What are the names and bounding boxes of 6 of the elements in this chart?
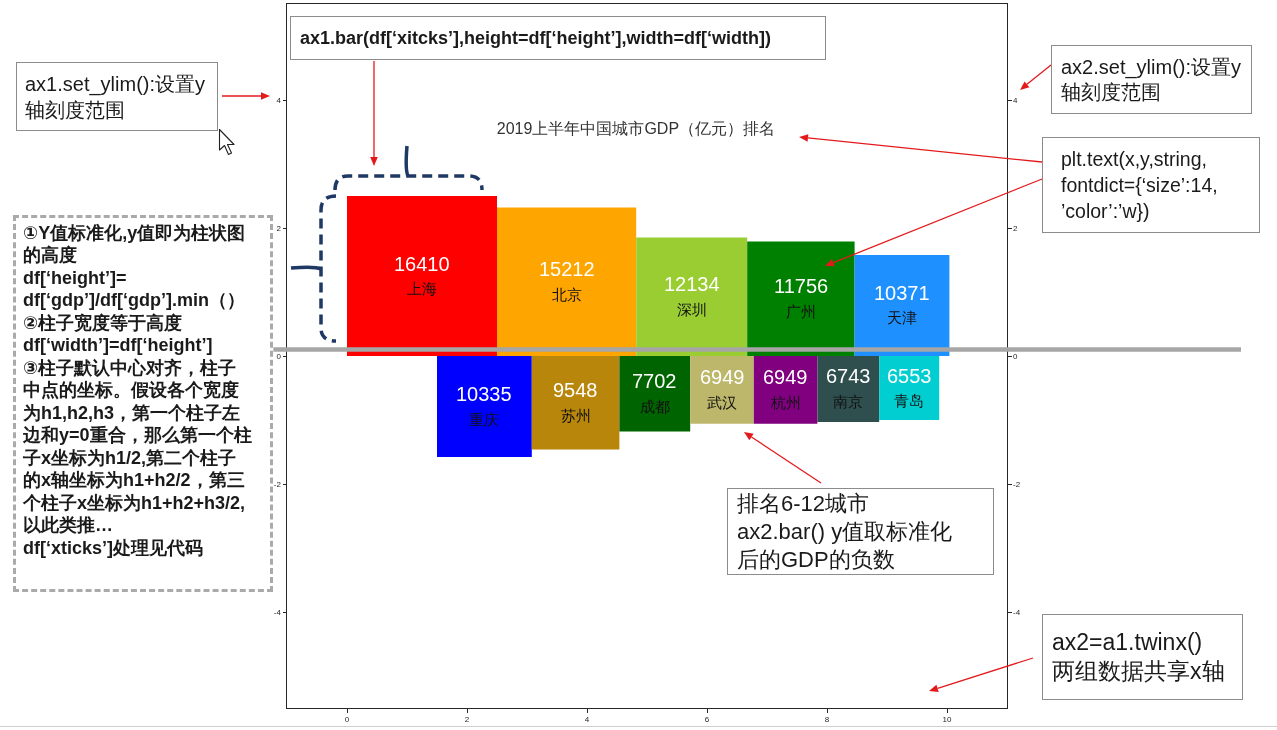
x-tick-label: 0 <box>344 715 350 725</box>
x-tick-label: 4 <box>584 715 590 725</box>
x-tick-label: 6 <box>704 715 710 725</box>
x-tick-label: 10 <box>942 715 952 725</box>
x-tick-label: 8 <box>824 715 830 725</box>
x-tick-label: 2 <box>464 715 470 725</box>
